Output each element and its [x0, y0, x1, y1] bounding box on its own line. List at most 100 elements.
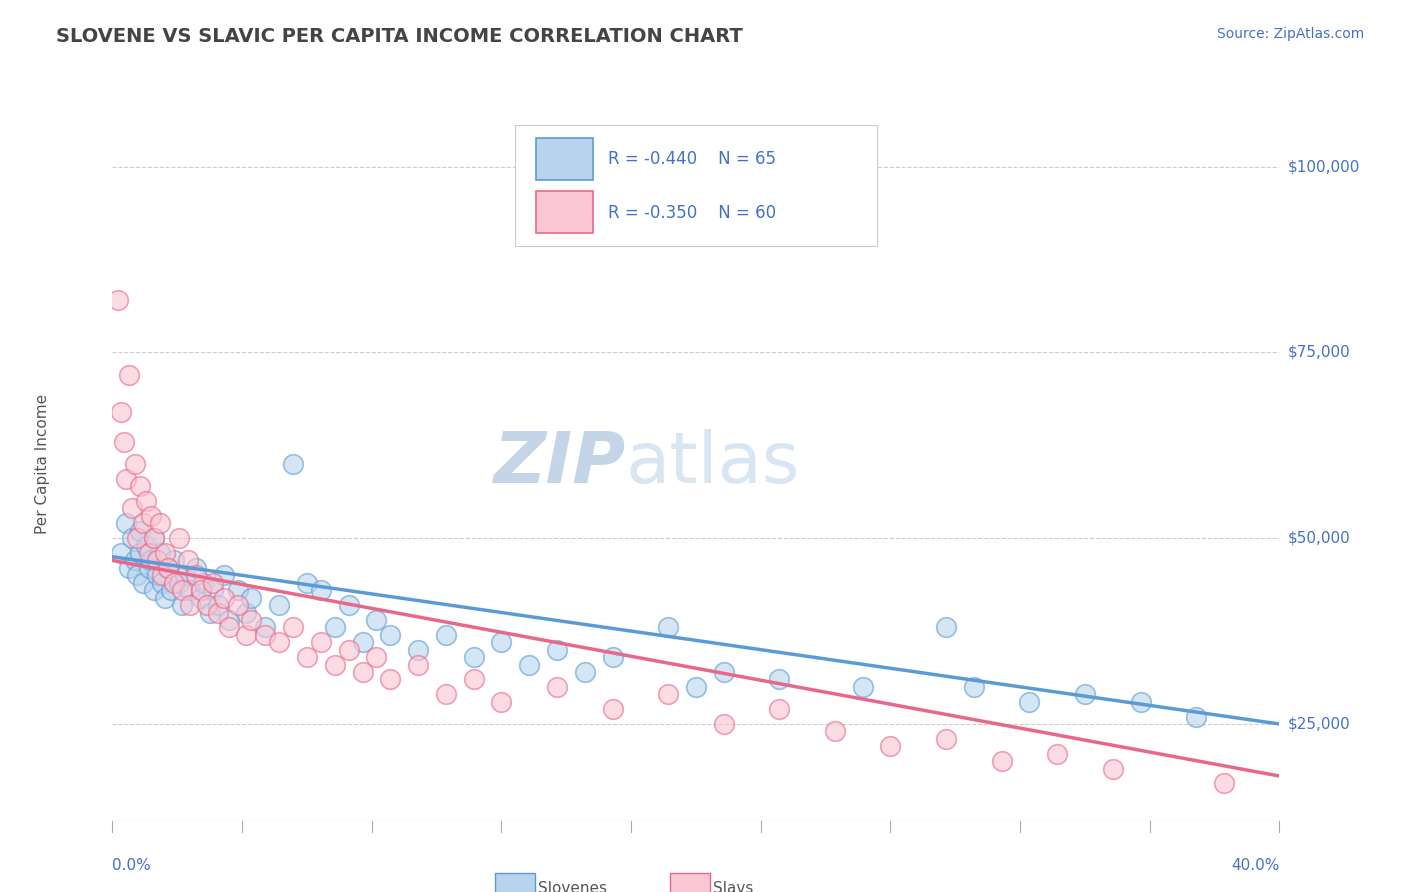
Point [146, 568, 169, 582]
Point [190, 583, 212, 598]
Point [269, 598, 291, 612]
Point [235, 606, 257, 620]
Point [141, 508, 163, 523]
Point [149, 546, 172, 560]
Point [157, 561, 180, 575]
Point [141, 553, 163, 567]
Point [127, 568, 149, 582]
Point [366, 613, 388, 627]
Text: Per Capita Income: Per Capita Income [35, 393, 51, 534]
Point [143, 583, 166, 598]
Text: $100,000: $100,000 [1288, 159, 1360, 174]
Point [990, 754, 1012, 768]
Point [434, 628, 457, 642]
Point [146, 553, 169, 567]
Point [713, 665, 735, 679]
Point [352, 665, 374, 679]
Point [190, 591, 212, 605]
Point [546, 642, 568, 657]
Point [852, 680, 875, 694]
Point [323, 657, 346, 672]
Point [135, 539, 157, 553]
Point [207, 598, 229, 612]
Point [713, 717, 735, 731]
Point [143, 531, 166, 545]
Point [138, 546, 160, 560]
Point [135, 494, 157, 508]
Point [115, 516, 138, 531]
Point [240, 613, 263, 627]
Point [1212, 776, 1234, 790]
Point [179, 598, 201, 612]
Point [434, 687, 457, 701]
Point [167, 575, 190, 590]
Point [118, 368, 141, 382]
Point [491, 635, 513, 649]
Point [491, 695, 513, 709]
Point [657, 687, 679, 701]
Point [179, 583, 201, 598]
Point [685, 680, 707, 694]
Text: Source: ZipAtlas.com: Source: ZipAtlas.com [1216, 27, 1364, 41]
Point [184, 561, 207, 575]
Point [170, 583, 193, 598]
Point [157, 561, 180, 575]
Point [107, 293, 129, 308]
Point [463, 650, 485, 665]
Point [138, 561, 160, 575]
Point [337, 642, 360, 657]
FancyBboxPatch shape [515, 125, 877, 246]
Point [132, 516, 155, 531]
Point [160, 583, 183, 598]
Point [115, 472, 138, 486]
Point [1185, 709, 1208, 723]
Point [517, 657, 540, 672]
Point [207, 606, 229, 620]
Point [155, 591, 177, 605]
Point [143, 531, 166, 545]
Text: $25,000: $25,000 [1288, 716, 1351, 731]
Point [768, 673, 790, 687]
Text: Slavs: Slavs [713, 881, 754, 892]
Point [235, 628, 257, 642]
Point [155, 546, 177, 560]
Text: R = -0.350    N = 60: R = -0.350 N = 60 [609, 203, 776, 221]
FancyBboxPatch shape [671, 872, 710, 892]
Point [198, 606, 221, 620]
Point [602, 650, 624, 665]
Point [176, 553, 198, 567]
Point [110, 546, 132, 560]
Point [879, 739, 901, 754]
Point [963, 680, 986, 694]
Text: ZIP: ZIP [494, 429, 626, 499]
Point [152, 575, 174, 590]
Point [152, 568, 174, 582]
Point [295, 575, 318, 590]
Point [337, 598, 360, 612]
Point [218, 613, 240, 627]
Point [129, 546, 152, 560]
Point [167, 531, 190, 545]
Point [366, 650, 388, 665]
Point [935, 731, 957, 746]
Point [218, 620, 240, 634]
Text: Slovenes: Slovenes [538, 881, 607, 892]
Point [127, 531, 149, 545]
Point [1101, 762, 1123, 776]
Point [124, 457, 146, 471]
Point [121, 501, 143, 516]
Point [193, 575, 215, 590]
Point [129, 524, 152, 538]
Point [162, 575, 184, 590]
Point [112, 434, 135, 449]
Point [254, 628, 277, 642]
Point [121, 531, 143, 545]
FancyBboxPatch shape [536, 191, 593, 234]
Point [281, 457, 304, 471]
Point [657, 620, 679, 634]
Point [406, 642, 429, 657]
Point [149, 516, 172, 531]
Point [254, 620, 277, 634]
Point [406, 657, 429, 672]
Point [201, 575, 224, 590]
